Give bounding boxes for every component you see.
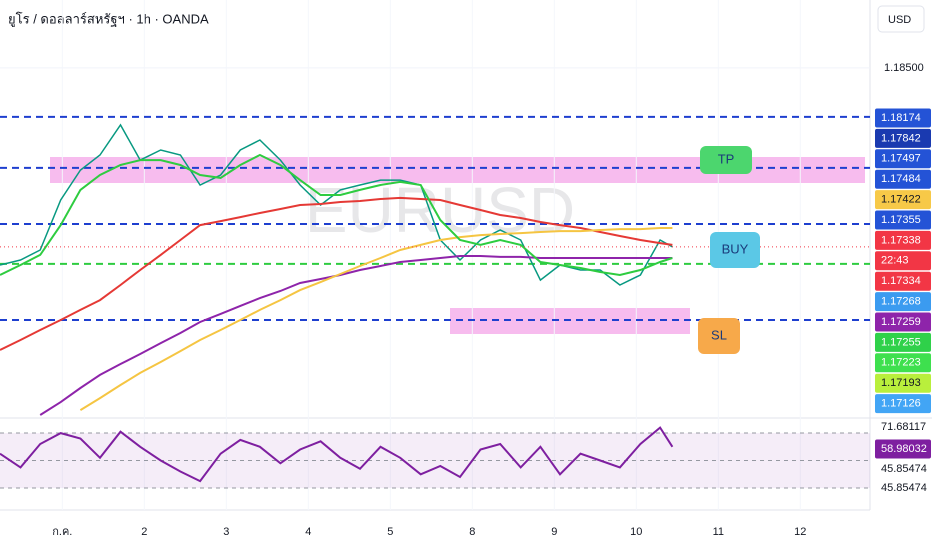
rsi-tag-label: 71.68117 [881, 421, 926, 433]
x-tick-label: 5 [387, 526, 393, 538]
x-tick-label: 11 [713, 526, 724, 538]
price-tag-label: 1.17223 [881, 357, 921, 369]
price-tag [875, 169, 931, 189]
sl-bubble [698, 318, 740, 354]
tp-label: TP [718, 151, 735, 166]
chart-title: ยูโร / ดอลลาร์สหรัฐฯ · 1h · OANDA [8, 11, 209, 27]
price-tag-label: 1.17422 [881, 194, 921, 206]
moving-average [0, 196, 673, 351]
x-tick-label: 9 [551, 526, 557, 538]
sl-zone [450, 308, 690, 334]
price-tag [875, 230, 931, 250]
rsi-tag [875, 439, 931, 459]
price-tag [875, 210, 931, 230]
tp-bubble [700, 146, 752, 174]
price-tag [875, 332, 931, 352]
price-tag [875, 271, 931, 291]
price-tag [875, 128, 931, 148]
rsi-tag-label: 58.98032 [881, 443, 927, 455]
price-tag-label: 1.17193 [881, 377, 921, 389]
price-tag-label: 1.17497 [881, 153, 921, 165]
price-tag [875, 292, 931, 312]
y-tick-label: 1.18500 [884, 62, 924, 74]
price-tag-label: 1.18174 [881, 112, 921, 124]
x-tick-label: 3 [223, 526, 229, 538]
price-tag-label: 1.17338 [881, 234, 921, 246]
x-tick-label: 8 [469, 526, 475, 538]
price-tag-label: 1.17842 [881, 132, 921, 144]
price-tag-label: 1.17484 [881, 173, 921, 185]
price-tag [875, 394, 931, 414]
currency-label[interactable]: USD [888, 14, 911, 26]
x-tick-label: 2 [141, 526, 147, 538]
price-tag-label: 1.17268 [881, 296, 921, 308]
price-tag-label: 1.17255 [881, 336, 921, 348]
price-tag [875, 251, 931, 271]
price-tag-label: 1.17126 [881, 398, 921, 410]
price-tag-label: 1.17355 [881, 214, 921, 226]
buy-bubble [710, 232, 760, 268]
x-tick-label: 12 [794, 526, 806, 538]
rsi-line [0, 426, 674, 483]
moving-average [39, 255, 673, 416]
price-tag [875, 190, 931, 210]
moving-average [79, 227, 673, 411]
currency-button[interactable] [877, 5, 925, 33]
price-tag [875, 149, 931, 169]
x-tick-label: 4 [305, 526, 311, 538]
price-tag [875, 108, 931, 128]
price-tag-label: 1.17259 [881, 316, 921, 328]
price-tag-label: 22:43 [881, 255, 909, 267]
watermark: EURUSD [305, 174, 575, 246]
price-tag-label: 1.17334 [881, 275, 921, 287]
price-tag [875, 353, 931, 373]
buy-label: BUY [722, 241, 749, 256]
moving-average [0, 153, 673, 277]
rsi-tag-label: 45.85474 [881, 463, 927, 475]
price-tag [875, 373, 931, 393]
rsi-tag-label: 45.85474 [881, 482, 927, 494]
sl-label: SL [711, 327, 727, 342]
price-tag [875, 312, 931, 332]
x-tick-label: 10 [630, 526, 642, 538]
x-tick-label: ก.ค. [52, 526, 72, 538]
